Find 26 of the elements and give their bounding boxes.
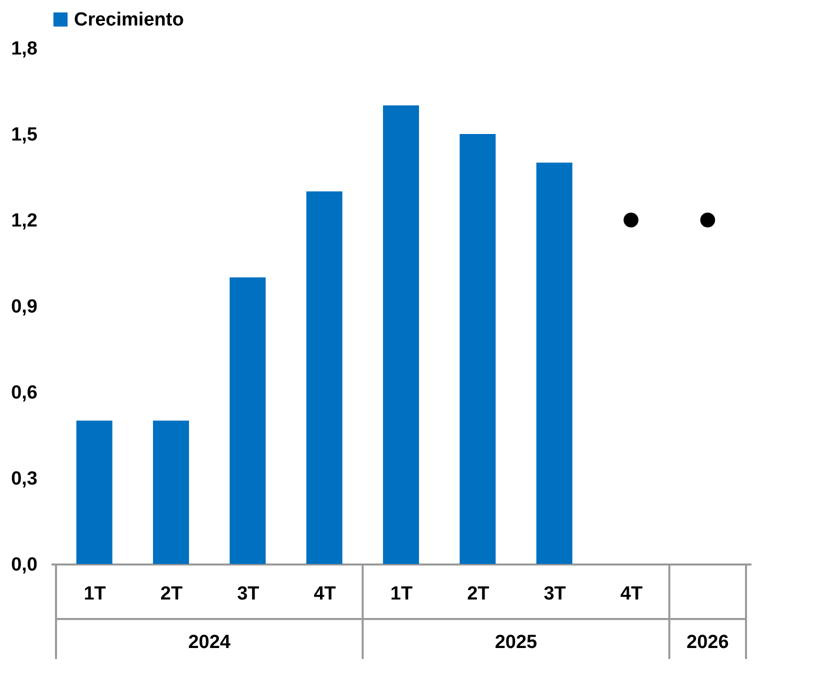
x-tick-label: 3T	[237, 584, 260, 604]
x-tick-label: 3T	[544, 584, 566, 604]
bar	[383, 105, 419, 564]
x-tick-label: 4T	[620, 584, 643, 604]
bar	[536, 162, 572, 564]
bar	[230, 277, 266, 564]
bar	[76, 420, 112, 564]
x-tick-label: 2T	[467, 584, 490, 604]
bar	[153, 420, 189, 564]
y-tick-label: 0,9	[11, 296, 38, 318]
y-tick-label: 1,2	[11, 210, 38, 232]
bar	[306, 191, 342, 564]
x-tick-label: 4T	[314, 584, 336, 604]
bar	[460, 134, 496, 564]
text: 2024	[188, 632, 231, 653]
y-tick-label: 0,0	[11, 554, 38, 576]
x-tick-label: 2T	[160, 584, 183, 604]
x-tick-label: 1T	[84, 584, 106, 604]
y-tick-label: 0,3	[11, 468, 38, 490]
y-tick-label: 0,6	[11, 382, 38, 404]
y-tick-label: 1,8	[11, 38, 38, 60]
text: 2025	[494, 632, 538, 653]
x-tick-label: 1T	[390, 584, 413, 604]
text: 2026	[686, 632, 729, 653]
y-tick-label: 1,5	[11, 124, 38, 146]
legend-label: Crecimiento	[74, 10, 184, 30]
